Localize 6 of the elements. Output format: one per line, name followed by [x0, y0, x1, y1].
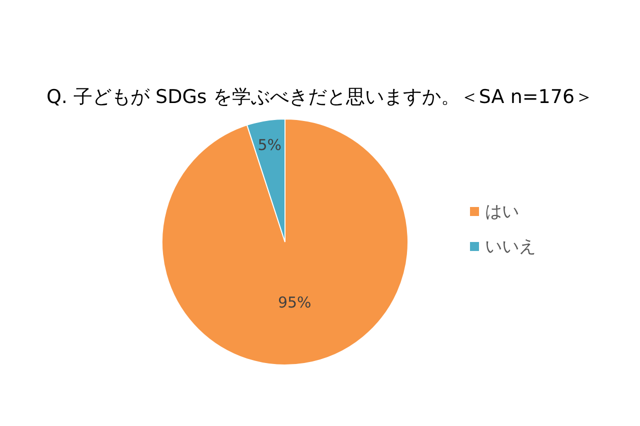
legend-label: いいえ [485, 236, 536, 258]
chart-title: Q. 子どもが SDGs を学ぶべきだと思いますか。＜SA n=176＞ [45, 85, 595, 110]
pie-slice [162, 118, 408, 366]
data-label: 5% [258, 136, 282, 154]
data-label: 95% [278, 294, 312, 312]
legend-label: はい [485, 201, 519, 223]
